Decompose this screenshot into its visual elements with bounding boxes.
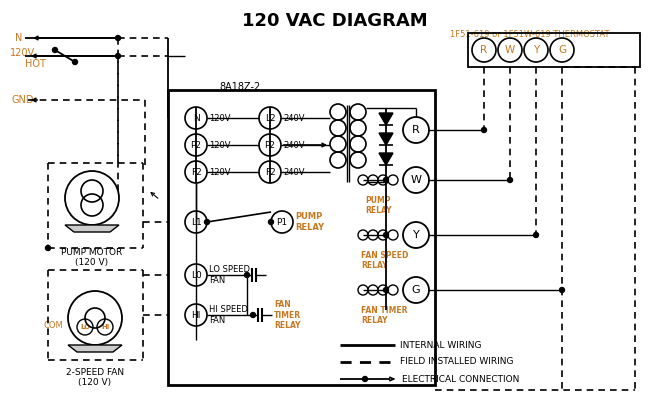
Text: 8A18Z-2: 8A18Z-2 xyxy=(219,82,261,92)
Text: HI: HI xyxy=(192,310,201,320)
Polygon shape xyxy=(379,113,393,125)
Text: FIELD INSTALLED WIRING: FIELD INSTALLED WIRING xyxy=(400,357,513,367)
Text: 240V: 240V xyxy=(283,140,304,150)
Circle shape xyxy=(362,377,368,382)
Text: W: W xyxy=(505,45,515,55)
Text: L0: L0 xyxy=(191,271,202,279)
Circle shape xyxy=(251,313,255,318)
Circle shape xyxy=(72,59,78,65)
Text: HI: HI xyxy=(101,324,109,330)
Text: Y: Y xyxy=(413,230,419,240)
Circle shape xyxy=(52,47,58,52)
Text: COM: COM xyxy=(44,321,63,329)
Circle shape xyxy=(269,220,273,225)
Text: N: N xyxy=(193,114,200,122)
Text: HI SPEED
FAN: HI SPEED FAN xyxy=(209,305,248,325)
Circle shape xyxy=(383,233,389,238)
Text: P2: P2 xyxy=(190,140,202,150)
Text: PUMP
RELAY: PUMP RELAY xyxy=(365,196,391,215)
Text: LO SPEED
FAN: LO SPEED FAN xyxy=(209,265,250,285)
Text: 120V: 120V xyxy=(10,48,35,58)
Circle shape xyxy=(383,287,389,292)
Text: P1: P1 xyxy=(277,217,287,227)
Polygon shape xyxy=(379,153,393,165)
Text: PUMP MOTOR
(120 V): PUMP MOTOR (120 V) xyxy=(62,248,123,267)
Text: FAN SPEED
RELAY: FAN SPEED RELAY xyxy=(361,251,409,270)
Polygon shape xyxy=(68,345,122,352)
Circle shape xyxy=(245,272,249,277)
Circle shape xyxy=(46,246,50,251)
Circle shape xyxy=(482,127,486,132)
Circle shape xyxy=(533,233,539,238)
Text: 2-SPEED FAN
(120 V): 2-SPEED FAN (120 V) xyxy=(66,368,124,388)
Text: 120 VAC DIAGRAM: 120 VAC DIAGRAM xyxy=(242,12,428,30)
Polygon shape xyxy=(379,133,393,145)
Circle shape xyxy=(204,220,210,225)
Text: F2: F2 xyxy=(265,168,275,176)
Circle shape xyxy=(115,54,121,59)
Text: HOT: HOT xyxy=(25,59,46,69)
Text: 120V: 120V xyxy=(209,168,230,176)
Text: FAN
TIMER
RELAY: FAN TIMER RELAY xyxy=(274,300,301,330)
Text: 120V: 120V xyxy=(209,140,230,150)
Circle shape xyxy=(383,178,389,183)
Text: INTERNAL WIRING: INTERNAL WIRING xyxy=(400,341,482,349)
Text: R: R xyxy=(412,125,420,135)
Text: Y: Y xyxy=(533,45,539,55)
Text: PUMP
RELAY: PUMP RELAY xyxy=(295,212,324,232)
Text: 240V: 240V xyxy=(283,114,304,122)
Bar xyxy=(168,90,435,385)
Text: FAN TIMER
RELAY: FAN TIMER RELAY xyxy=(361,306,407,326)
Text: G: G xyxy=(411,285,420,295)
Text: ELECTRICAL CONNECTION: ELECTRICAL CONNECTION xyxy=(402,375,519,383)
Text: R: R xyxy=(480,45,488,55)
Bar xyxy=(468,33,640,67)
Polygon shape xyxy=(65,225,119,232)
Text: 1F51-619 or 1F51W-619 THERMOSTAT: 1F51-619 or 1F51W-619 THERMOSTAT xyxy=(450,30,610,39)
Text: G: G xyxy=(558,45,566,55)
Circle shape xyxy=(559,287,565,292)
Text: F2: F2 xyxy=(191,168,202,176)
Circle shape xyxy=(507,178,513,183)
Text: P2: P2 xyxy=(265,140,275,150)
Text: L2: L2 xyxy=(265,114,275,122)
Circle shape xyxy=(115,36,121,41)
Text: N: N xyxy=(15,33,22,43)
Text: 240V: 240V xyxy=(283,168,304,176)
Text: 120V: 120V xyxy=(209,114,230,122)
Text: W: W xyxy=(411,175,421,185)
Text: L1: L1 xyxy=(191,217,202,227)
Text: LO: LO xyxy=(80,324,90,330)
Text: GND: GND xyxy=(12,95,34,105)
